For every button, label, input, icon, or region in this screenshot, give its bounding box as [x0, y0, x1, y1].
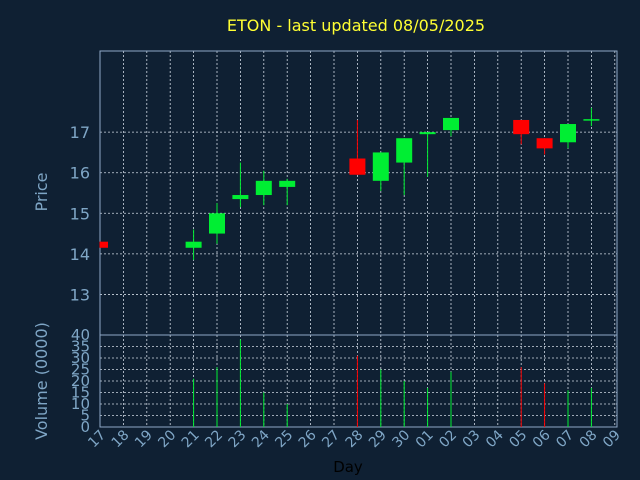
day-tick-label: 06 [530, 427, 554, 451]
price-tick-label: 15 [70, 204, 90, 223]
day-tick-label: 25 [272, 427, 296, 451]
candle-body [513, 119, 530, 135]
candle-body [232, 195, 249, 200]
candle-body [443, 117, 459, 131]
candle-body [209, 213, 225, 234]
candle-body [279, 180, 296, 187]
candle-body [396, 138, 413, 163]
price-tick-label: 13 [70, 285, 90, 304]
day-tick-label: 05 [506, 427, 530, 451]
candle-body [255, 180, 272, 196]
day-tick-label: 23 [226, 427, 250, 451]
day-tick-label: 19 [132, 427, 156, 451]
day-tick-label: 29 [366, 427, 390, 451]
price-tick-label: 16 [70, 164, 90, 183]
volume-tick-label: 15 [71, 384, 90, 402]
volume-tick-label: 5 [80, 407, 90, 425]
day-tick-label: 22 [202, 427, 226, 451]
day-tick-label: 26 [296, 427, 320, 451]
x-axis-label: Day [333, 458, 363, 476]
day-tick-label: 24 [249, 427, 273, 451]
volume-plot-frame [99, 334, 618, 428]
volume-tick-label: 0 [80, 418, 90, 436]
candle-body [536, 138, 553, 149]
volume-tick-label: 20 [71, 372, 90, 390]
day-tick-label: 01 [413, 427, 437, 451]
day-tick-label: 09 [600, 427, 624, 451]
volume-axis-label: Volume (0000) [32, 322, 51, 440]
volume-tick-label: 35 [71, 338, 90, 356]
price-tick-label: 14 [70, 245, 90, 264]
day-tick-label: 21 [179, 427, 203, 451]
day-tick-label: 30 [389, 427, 413, 451]
day-axis: 17 18 19 20 21 22 23 24 25 26 27 28 29 30 01 02 03 04 05 06… [85, 427, 624, 451]
candle-body [419, 132, 436, 135]
candle-body [100, 241, 108, 248]
volume-tick-label: 10 [71, 395, 90, 413]
day-tick-label: 03 [460, 427, 484, 451]
day-tick-label: 20 [155, 427, 179, 451]
day-tick-label: 08 [577, 427, 601, 451]
candle-body [372, 152, 389, 181]
volume-tick-label: 25 [71, 361, 90, 379]
day-tick-label: 04 [483, 427, 507, 451]
price-axis-label: Price [32, 172, 51, 211]
price-plot-frame [99, 50, 618, 336]
candle-body [583, 119, 600, 121]
day-tick-label: 07 [553, 427, 577, 451]
chart-title: ETON - last updated 08/05/2025 [227, 16, 485, 35]
day-tick-label: 18 [109, 427, 133, 451]
volume-tick-label: 40 [71, 326, 90, 344]
candle-body [560, 124, 576, 143]
day-tick-label: 28 [343, 427, 367, 451]
volume-tick-label: 30 [71, 349, 90, 367]
candle-body [349, 158, 366, 175]
day-tick-label: 27 [319, 427, 343, 451]
price-tick-label: 17 [70, 123, 90, 142]
candle-body [185, 241, 202, 248]
price-panel: 13 14 15 16 17 [70, 50, 618, 336]
day-tick-label: 02 [436, 427, 460, 451]
